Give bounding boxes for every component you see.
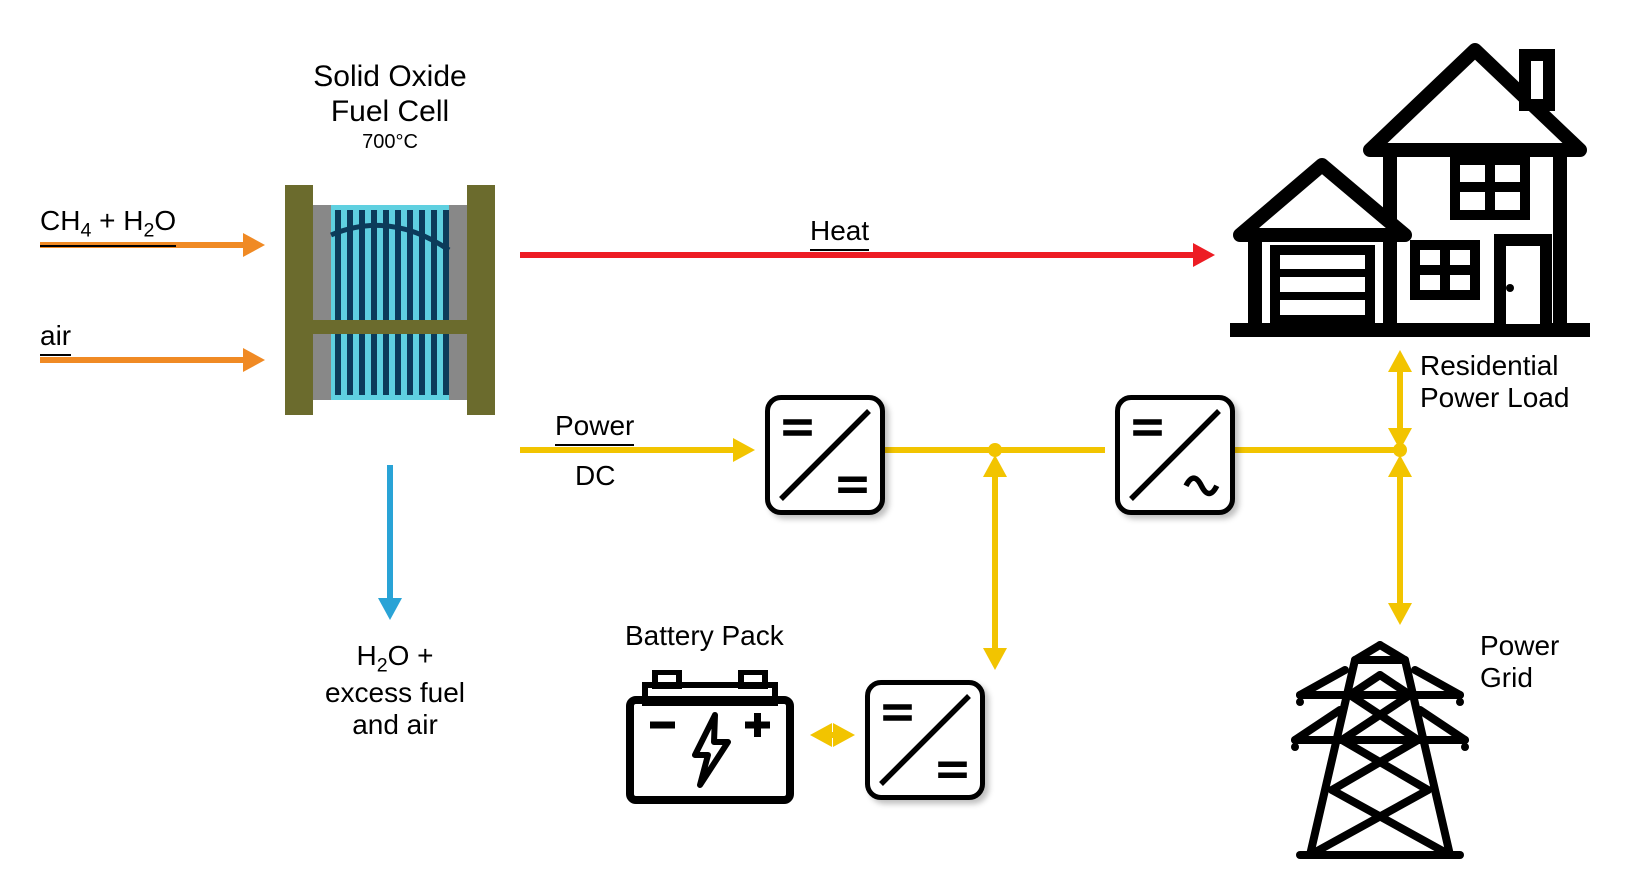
exhaust-line3: and air bbox=[310, 709, 480, 741]
residential-line2: Power Load bbox=[1420, 382, 1569, 414]
sofc-title: Solid Oxide Fuel Cell 700°C bbox=[260, 60, 520, 154]
air-input-label: air bbox=[40, 320, 71, 356]
sofc-title-line1: Solid Oxide bbox=[260, 60, 520, 95]
exhaust-label: H2O + excess fuel and air bbox=[310, 640, 480, 742]
battery-label: Battery Pack bbox=[625, 620, 784, 652]
fuel-cell-icon bbox=[285, 175, 495, 435]
power-grid-icon bbox=[1280, 640, 1480, 860]
dc-label: DC bbox=[575, 460, 615, 492]
grid-line1: Power bbox=[1480, 630, 1559, 662]
grid-line2: Grid bbox=[1480, 662, 1559, 694]
dc-dc-converter-1-icon bbox=[765, 395, 885, 515]
fuel-input-label: CH4 + H2O bbox=[40, 205, 176, 247]
heat-label: Heat bbox=[810, 215, 869, 251]
residential-label: Residential Power Load bbox=[1420, 350, 1569, 414]
residential-line1: Residential bbox=[1420, 350, 1569, 382]
sofc-title-line2: Fuel Cell bbox=[260, 95, 520, 130]
dc-ac-inverter-icon bbox=[1115, 395, 1235, 515]
exhaust-line1: H2O + bbox=[310, 640, 480, 677]
power-label: Power bbox=[555, 410, 634, 446]
dc-dc-converter-2-icon bbox=[865, 680, 985, 800]
house-icon bbox=[1230, 20, 1590, 340]
exhaust-line2: excess fuel bbox=[310, 677, 480, 709]
sofc-temp: 700°C bbox=[260, 131, 520, 154]
battery-icon bbox=[620, 670, 800, 810]
grid-label: Power Grid bbox=[1480, 630, 1559, 694]
